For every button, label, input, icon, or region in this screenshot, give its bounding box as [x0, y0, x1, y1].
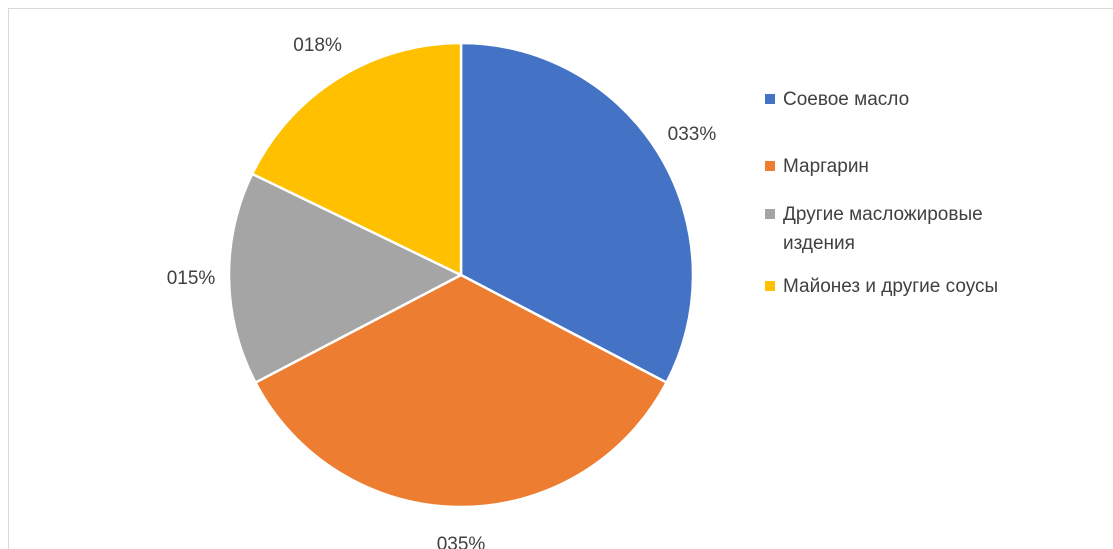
legend-label: Соевое масло: [783, 89, 910, 110]
legend-item: Другие масложировые издения: [765, 200, 1035, 258]
data-label: 018%: [293, 35, 342, 56]
legend-label: Маргарин: [783, 156, 869, 177]
pie-slice: [227, 172, 464, 385]
legend-item: Соевое масло: [765, 85, 1035, 114]
legend-swatch: [765, 94, 775, 104]
data-label: 033%: [668, 124, 717, 145]
legend-label: Майонез и другие соусы: [783, 276, 999, 297]
legend-item: Майонез и другие соусы: [765, 272, 1035, 301]
legend-swatch: [765, 161, 775, 171]
legend-item: Маргарин: [765, 152, 1035, 181]
legend-swatch: [765, 281, 775, 291]
data-label: 035%: [437, 534, 486, 549]
pie-slice: [250, 41, 463, 277]
legend-swatch: [765, 209, 775, 219]
legend-label: Другие масложировые издения: [783, 204, 983, 254]
data-label: 015%: [167, 268, 216, 289]
pie-slice: [253, 273, 669, 509]
pie-slice: [459, 41, 695, 385]
